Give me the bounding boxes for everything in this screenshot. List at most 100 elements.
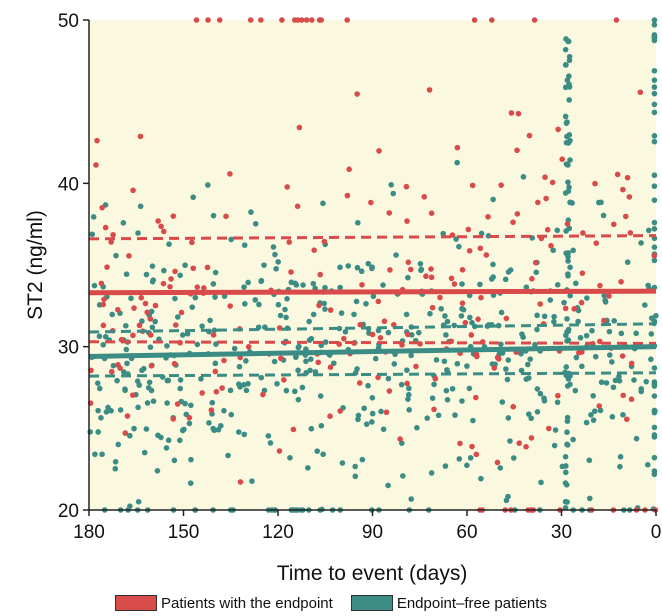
- data-point-endpoint-free: [358, 268, 365, 275]
- data-point-endpoint-free: [172, 295, 178, 302]
- data-point-endpoint-free: [283, 314, 289, 321]
- data-point-endpoint-free: [400, 473, 406, 479]
- data-point-endpoint: [555, 392, 561, 399]
- data-point-endpoint-free: [112, 458, 119, 465]
- data-point-endpoint-free: [441, 358, 448, 365]
- data-point-endpoint-free: [583, 332, 590, 339]
- data-point-endpoint: [474, 353, 480, 360]
- data-point-endpoint-free: [207, 317, 213, 324]
- data-point-endpoint: [294, 203, 301, 210]
- data-point-endpoint: [610, 221, 617, 228]
- data-point-endpoint: [613, 17, 620, 23]
- data-point-endpoint-free: [192, 294, 199, 301]
- y-tick-label: 20: [58, 501, 79, 522]
- data-point-endpoint-free: [563, 139, 570, 146]
- data-point-endpoint-free: [651, 454, 658, 461]
- data-point-endpoint-free: [564, 429, 570, 436]
- data-point-endpoint-free: [206, 420, 212, 426]
- data-point-endpoint-free: [651, 84, 658, 90]
- data-point-endpoint-free: [126, 432, 133, 439]
- data-point-endpoint-free: [241, 284, 247, 290]
- data-point-endpoint-free: [282, 306, 288, 313]
- data-point-endpoint-free: [90, 214, 97, 220]
- data-point-endpoint: [466, 248, 473, 254]
- data-point-endpoint-free: [228, 411, 235, 418]
- data-point-endpoint: [189, 239, 195, 246]
- data-point-endpoint-free: [134, 378, 141, 385]
- data-point-endpoint: [327, 307, 334, 313]
- data-point-endpoint: [205, 17, 211, 23]
- data-point-endpoint: [136, 322, 143, 329]
- data-point-endpoint-free: [352, 463, 359, 470]
- data-point-endpoint-free: [123, 322, 129, 329]
- data-point-endpoint: [155, 218, 161, 224]
- data-point-endpoint-free: [566, 53, 573, 60]
- data-point-endpoint-free: [199, 323, 205, 329]
- data-point-endpoint-free: [338, 310, 345, 316]
- data-point-endpoint: [469, 443, 475, 450]
- data-point-endpoint-free: [241, 242, 248, 248]
- data-point-endpoint-free: [562, 190, 569, 196]
- data-point-endpoint-free: [295, 367, 301, 374]
- data-point-endpoint-free: [561, 299, 567, 306]
- data-point-endpoint-free: [598, 379, 605, 386]
- data-point-endpoint-free: [424, 415, 431, 421]
- data-point-endpoint: [457, 440, 463, 447]
- data-point-endpoint: [101, 296, 107, 303]
- data-point-endpoint-free: [651, 90, 658, 97]
- data-point-endpoint: [593, 240, 600, 246]
- data-point-endpoint: [601, 317, 607, 324]
- data-point-endpoint: [459, 266, 466, 273]
- data-point-endpoint-free: [651, 365, 658, 371]
- data-point-endpoint-free: [523, 284, 530, 291]
- data-point-endpoint-free: [187, 480, 194, 486]
- data-point-endpoint-free: [258, 278, 264, 285]
- data-point-endpoint-free: [164, 343, 170, 349]
- data-point-endpoint: [122, 430, 129, 436]
- data-point-endpoint: [278, 355, 284, 362]
- data-point-endpoint-free: [497, 465, 504, 471]
- data-point-endpoint: [344, 192, 351, 199]
- data-point-endpoint-free: [572, 280, 579, 287]
- data-point-endpoint-free: [112, 465, 119, 472]
- data-point-endpoint-free: [610, 384, 617, 391]
- data-point-endpoint: [258, 17, 264, 23]
- data-point-endpoint-free: [651, 226, 658, 232]
- data-point-endpoint-free: [466, 314, 473, 321]
- data-point-endpoint-free: [464, 363, 470, 369]
- data-point-endpoint: [386, 210, 393, 216]
- data-point-endpoint: [375, 374, 381, 381]
- data-point-endpoint-free: [150, 277, 157, 283]
- data-point-endpoint-free: [189, 304, 196, 311]
- data-point-endpoint-free: [98, 415, 104, 421]
- data-point-endpoint-free: [528, 415, 534, 422]
- x-tick-label: 60: [456, 522, 477, 543]
- data-point-endpoint-free: [510, 455, 517, 461]
- data-point-endpoint-free: [405, 391, 412, 398]
- data-point-endpoint: [503, 315, 510, 322]
- data-point-endpoint: [510, 219, 516, 226]
- data-point-endpoint: [93, 162, 99, 168]
- data-point-endpoint-free: [108, 407, 114, 414]
- data-point-endpoint: [555, 126, 561, 133]
- data-point-endpoint-free: [564, 329, 570, 335]
- data-point-endpoint-free: [552, 427, 559, 433]
- data-point-endpoint: [227, 171, 233, 177]
- data-point-endpoint-free: [406, 385, 412, 392]
- data-point-endpoint-free: [391, 361, 398, 367]
- x-tick-label: 90: [362, 522, 383, 543]
- data-point-endpoint-free: [651, 424, 658, 431]
- data-point-endpoint-free: [478, 230, 485, 237]
- data-point-endpoint: [544, 226, 551, 233]
- data-point-endpoint: [194, 284, 201, 290]
- data-point-endpoint-free: [179, 332, 186, 338]
- data-point-endpoint: [356, 380, 363, 386]
- data-point-endpoint: [193, 17, 200, 23]
- data-point-endpoint-free: [314, 448, 321, 454]
- data-point-endpoint: [160, 228, 167, 235]
- data-point-endpoint-free: [103, 409, 110, 415]
- data-point-endpoint-free: [534, 409, 541, 415]
- data-point-endpoint: [100, 322, 107, 329]
- data-point-endpoint-free: [198, 376, 204, 382]
- data-point-endpoint: [421, 193, 428, 200]
